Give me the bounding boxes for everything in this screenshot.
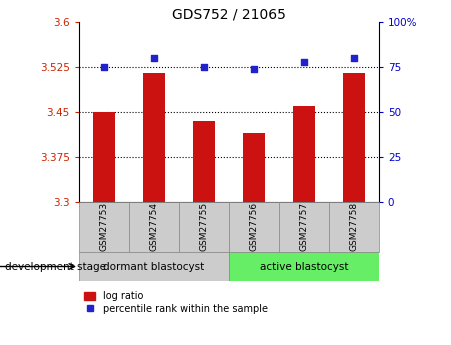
Point [250, 66, 258, 72]
Text: GSM27754: GSM27754 [149, 202, 158, 252]
Point [150, 56, 157, 61]
Text: GSM27758: GSM27758 [350, 202, 359, 252]
Text: development stage: development stage [5, 262, 106, 272]
Text: active blastocyst: active blastocyst [260, 262, 348, 272]
Bar [293, 106, 315, 202]
Text: dormant blastocyst: dormant blastocyst [103, 262, 205, 272]
Bar [279, 202, 329, 252]
Bar [193, 121, 215, 202]
Bar [179, 202, 229, 252]
Bar [79, 252, 229, 281]
Bar [129, 202, 179, 252]
Bar [79, 202, 129, 252]
Text: GSM27757: GSM27757 [299, 202, 308, 252]
Title: GDS752 / 21065: GDS752 / 21065 [172, 7, 286, 21]
Bar [229, 202, 279, 252]
Bar [229, 252, 379, 281]
Text: GSM27756: GSM27756 [249, 202, 258, 252]
Bar [143, 73, 165, 202]
Bar [329, 202, 379, 252]
Bar [92, 112, 115, 202]
Bar [343, 73, 365, 202]
Text: GSM27753: GSM27753 [99, 202, 108, 252]
Point [100, 65, 107, 70]
Point [200, 65, 207, 70]
Text: GSM27755: GSM27755 [199, 202, 208, 252]
Point [300, 59, 308, 65]
Point [350, 56, 358, 61]
Bar [243, 133, 265, 202]
Legend: log ratio, percentile rank within the sample: log ratio, percentile rank within the sa… [84, 291, 268, 314]
